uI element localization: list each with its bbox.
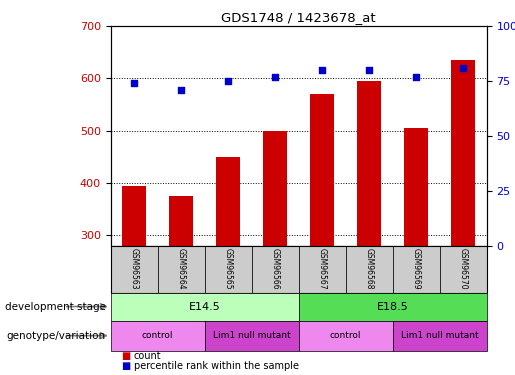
Bar	[216, 157, 240, 246]
Bar	[204, 321, 299, 351]
Bar	[311, 94, 334, 246]
Text: ■: ■	[121, 351, 130, 361]
Point	[271, 74, 279, 80]
Bar	[404, 128, 428, 246]
Point	[224, 78, 232, 84]
Text: ■: ■	[121, 361, 130, 370]
Bar	[252, 246, 299, 292]
Bar	[392, 246, 440, 292]
Bar	[158, 246, 204, 292]
Point	[412, 74, 420, 80]
Bar	[346, 246, 392, 292]
Bar	[357, 81, 381, 246]
Point	[459, 65, 467, 71]
Text: count: count	[134, 351, 162, 361]
Title: GDS1748 / 1423678_at: GDS1748 / 1423678_at	[221, 11, 376, 24]
Bar	[299, 321, 392, 351]
Point	[365, 67, 373, 73]
Bar	[169, 196, 193, 246]
Text: GSM96564: GSM96564	[177, 248, 186, 290]
Text: control: control	[330, 331, 362, 340]
Text: Lim1 null mutant: Lim1 null mutant	[401, 331, 478, 340]
Bar	[440, 246, 487, 292]
Bar	[111, 321, 204, 351]
Point	[318, 67, 327, 73]
Text: GSM96568: GSM96568	[365, 248, 374, 290]
Text: GSM96563: GSM96563	[130, 248, 139, 290]
Text: GSM96570: GSM96570	[459, 248, 468, 290]
Text: GSM96569: GSM96569	[411, 248, 421, 290]
Bar	[111, 292, 299, 321]
Text: GSM96565: GSM96565	[224, 248, 233, 290]
Point	[177, 87, 185, 93]
Bar	[123, 186, 146, 246]
Bar	[111, 246, 158, 292]
Text: control: control	[142, 331, 174, 340]
Bar	[204, 246, 252, 292]
Text: E14.5: E14.5	[189, 302, 220, 312]
Bar	[452, 60, 475, 246]
Bar	[299, 246, 346, 292]
Bar	[392, 321, 487, 351]
Text: development stage: development stage	[5, 302, 106, 312]
Bar	[264, 131, 287, 246]
Text: percentile rank within the sample: percentile rank within the sample	[134, 361, 299, 370]
Text: GSM96567: GSM96567	[318, 248, 327, 290]
Text: Lim1 null mutant: Lim1 null mutant	[213, 331, 290, 340]
Text: E18.5: E18.5	[377, 302, 408, 312]
Text: genotype/variation: genotype/variation	[7, 331, 106, 340]
Bar	[299, 292, 487, 321]
Text: GSM96566: GSM96566	[271, 248, 280, 290]
Point	[130, 80, 139, 86]
